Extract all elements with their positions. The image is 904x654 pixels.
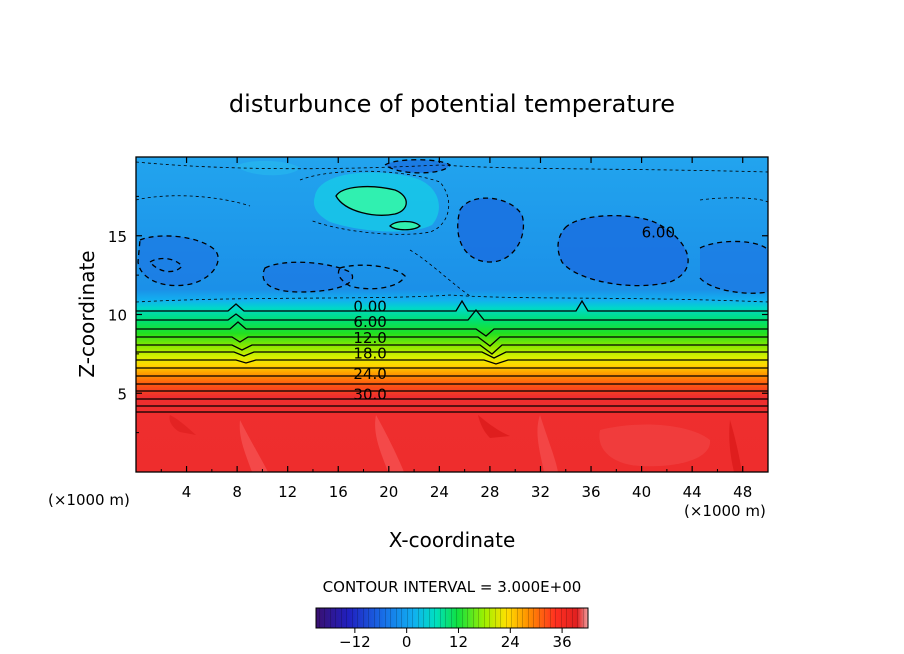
- x-axis-label: X-coordinate: [389, 528, 516, 552]
- y-tick-label: 10: [108, 307, 127, 325]
- lower-layer-streak: [375, 415, 404, 472]
- lower-layer-streak: [169, 415, 196, 435]
- cold-anomaly-patch: [138, 235, 219, 286]
- contour-label: 6.00: [353, 313, 386, 331]
- cold-anomaly-patch: [700, 241, 768, 294]
- x-tick-label: 36: [581, 483, 600, 501]
- contour-label: 18.0: [353, 345, 386, 363]
- x-tick-label: 24: [430, 483, 449, 501]
- x-tick-label: 40: [632, 483, 651, 501]
- x-axis: 4 8 12 16 20 24 28 32 36 40 44 48: [160, 157, 752, 501]
- cold-anomaly-patch: [263, 262, 353, 292]
- cold-anomaly-patch: [558, 215, 689, 286]
- contour-interval: CONTOUR INTERVAL = 3.000E+00: [323, 578, 582, 596]
- x-tick-label: 8: [232, 483, 242, 501]
- solid-contours: [136, 186, 768, 413]
- x-tick-label: 28: [480, 483, 499, 501]
- y-tick-label: 15: [108, 228, 127, 246]
- x-tick-label: 4: [182, 483, 192, 501]
- field-background: [136, 157, 768, 472]
- lower-layer-streak: [478, 415, 510, 438]
- x-tick-label: 16: [329, 483, 348, 501]
- colorbar-ticks: −12 0 12 24 36: [339, 628, 572, 651]
- thin-dashed-contours: [136, 161, 768, 303]
- cold-anomaly-patch: [385, 159, 450, 173]
- colorbar-cells: [316, 608, 588, 628]
- colorbar-tick-label: 12: [449, 633, 468, 651]
- x-unit-left: (×1000 m): [48, 491, 130, 509]
- chart-title: disturbunce of potential temperature: [229, 90, 675, 118]
- y-axis: 5 10 15: [108, 195, 768, 434]
- y-axis-label: Z-coordinate: [75, 250, 99, 377]
- contour-label: 30.0: [353, 386, 386, 404]
- y-tick-label: 5: [117, 385, 127, 403]
- lower-layer-streak: [599, 424, 711, 467]
- colorbar-tick-label: 0: [402, 633, 412, 651]
- lower-layer-streak: [239, 420, 268, 472]
- warm-anomaly-patch: [336, 186, 407, 216]
- x-unit-right: (×1000 m): [684, 502, 766, 520]
- x-tick-label: 20: [379, 483, 398, 501]
- cold-anomaly-patch: [457, 198, 524, 262]
- dashed-contours: [137, 159, 768, 294]
- x-tick-label: 32: [531, 483, 550, 501]
- lower-layer-streak: [537, 415, 558, 472]
- colorbar-frame: [315, 607, 589, 629]
- contour-label: 6.00: [642, 223, 675, 241]
- x-tick-label: 12: [278, 483, 297, 501]
- colorbar: −12 0 12 24 36: [315, 607, 589, 651]
- x-tick-label: 48: [733, 483, 752, 501]
- colorbar-tick-label: 24: [501, 633, 520, 651]
- colorbar-tick-label: 36: [553, 633, 572, 651]
- colorbar-tick-label: −12: [339, 633, 371, 651]
- x-tick-label: 44: [683, 483, 702, 501]
- contour-label: 0.00: [353, 297, 386, 315]
- contour-label: 12.0: [353, 329, 386, 347]
- warm-anomaly-patch: [390, 221, 420, 230]
- lower-layer-streak: [729, 420, 742, 472]
- contour-label: 24.0: [353, 365, 386, 383]
- warm-anomaly-patch: [236, 160, 300, 176]
